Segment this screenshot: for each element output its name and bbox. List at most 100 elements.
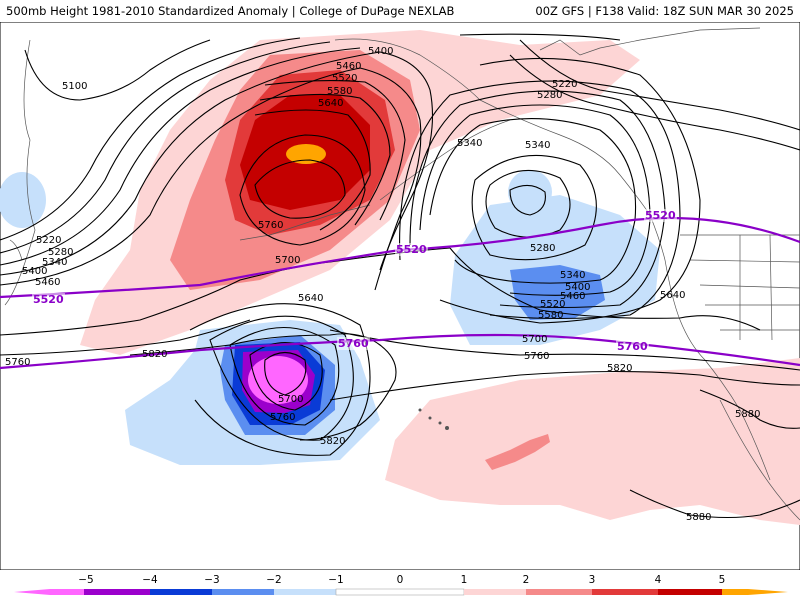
label-5280-e: 5280 [537, 90, 562, 101]
label-5700-ridge: 5700 [275, 255, 300, 266]
model-run-info: 00Z GFS | F138 Valid: 18Z SUN MAR 30 202… [535, 4, 794, 18]
label-backdrop [616, 340, 649, 353]
label-5580-s: 5580 [538, 310, 563, 321]
colorbar-segment-neg2 [212, 589, 274, 595]
anomaly-colorbar [14, 588, 788, 596]
contour-5700-ridge [239, 134, 366, 246]
contour-5760-ridge [254, 159, 346, 219]
label-5340-n2: 5340 [457, 138, 482, 149]
contour-ne-low-5280 [485, 169, 571, 238]
colorbar-tick-pos1: 1 [460, 574, 468, 586]
colorbar-segment-zero [335, 588, 465, 596]
label-5760-w: 5760 [5, 357, 30, 368]
label-5520-n: 5520 [332, 73, 357, 84]
contour-5820-east [329, 370, 800, 401]
label-5700-low: 5700 [278, 394, 303, 405]
label-5760-c: 5760 [524, 351, 549, 362]
label-5220-e: 5220 [552, 79, 577, 90]
anomaly-pos2-subtropics [485, 434, 550, 470]
colorbar-segment-pos5 [722, 589, 748, 595]
contour-5340 [0, 47, 361, 266]
label-backdrop [644, 209, 677, 222]
contour-central-low-3 [229, 327, 340, 426]
contour-5460-east [419, 104, 651, 296]
header-bar: 500mb Height 1981-2010 Standardized Anom… [0, 0, 800, 22]
purple-contour-5760 [0, 333, 800, 370]
contour-ne-low-5340 [471, 154, 597, 261]
colorbar-tick-pos4: 4 [654, 574, 662, 586]
contour-5760-long [0, 319, 251, 356]
contour-5460 [0, 67, 422, 291]
colorbar-segment-neg1 [274, 589, 336, 595]
label-5520-s: 5520 [540, 299, 565, 310]
colorbar-segment-pos3 [592, 589, 658, 595]
label-5460-n: 5460 [336, 61, 361, 72]
contour-5280 [0, 41, 331, 254]
contour-5580-east [399, 80, 681, 320]
coastline-mexico [719, 399, 800, 521]
label-5340-s: 5340 [560, 270, 585, 281]
colorbar-segment-neg5 [50, 589, 84, 595]
label-5400-s: 5400 [565, 282, 590, 293]
label-5460-w: 5460 [35, 277, 60, 288]
contour-5640-east [439, 57, 701, 324]
colorbar-tick-pos5: 5 [718, 574, 726, 586]
colorbar-arrow-right [748, 589, 788, 595]
contour-central-low-5 [189, 303, 371, 456]
colorbar-tick-neg4: −4 [142, 574, 158, 586]
contour-central-low-1 [264, 351, 307, 396]
label-5640-c: 5640 [298, 293, 323, 304]
contour-5700-east [449, 247, 761, 331]
coastline-alaska-south [379, 119, 511, 201]
contour-ne-low-inner [509, 184, 546, 216]
hawaiian-islands [418, 408, 449, 430]
label-5760-low: 5760 [270, 412, 295, 423]
contour-5700-long [0, 247, 451, 336]
label-5820-w: 5820 [142, 349, 167, 360]
purple-label-5760-e: 5760 [617, 340, 648, 353]
label-5460-s: 5460 [560, 291, 585, 302]
contour-central-low-4 [209, 315, 354, 441]
colorbar-tick-neg1: −1 [328, 574, 344, 586]
colorbar-tick-neg5: −5 [78, 574, 94, 586]
colorbar-segment-pos1 [464, 589, 526, 595]
coastline-canada-north [539, 27, 761, 56]
label-5400-w: 5400 [22, 266, 47, 277]
label-5340-c: 5340 [525, 140, 550, 151]
product-title: 500mb Height 1981-2010 Standardized Anom… [6, 4, 455, 18]
label-5700-c: 5700 [522, 334, 547, 345]
contour-5220 [0, 37, 301, 241]
colorbar-segment-pos2 [526, 589, 592, 595]
purple-label-5760-c: 5760 [338, 337, 369, 350]
contour-5760-east [329, 329, 800, 371]
colorbar-tick-neg3: −3 [204, 574, 220, 586]
contour-labels: 5100 5220 5280 5340 5400 5460 5400 5460 … [5, 46, 760, 523]
colorbar-arrow-left [14, 589, 50, 595]
height-contours [0, 33, 800, 519]
label-5880-a: 5880 [735, 409, 760, 420]
coastline-kamchatka [4, 39, 36, 306]
contour-5400-east [429, 118, 637, 284]
contour-5880-a [699, 389, 800, 429]
coastline-aleutians [239, 204, 371, 241]
label-5280-w: 5280 [48, 247, 73, 258]
contour-5520-east [409, 90, 666, 309]
contour-5220-north [519, 39, 800, 131]
height-anomaly-map: 5100 5220 5280 5340 5400 5460 5400 5460 … [0, 22, 800, 570]
contour-5280-north [509, 54, 800, 151]
colorbar-segment-pos4 [658, 589, 722, 595]
label-backdrop [337, 337, 370, 350]
purple-label-5520-w: 5520 [33, 293, 64, 306]
colorbar-tick-pos2: 2 [522, 574, 530, 586]
label-5400-n: 5400 [368, 46, 393, 57]
contour-5580 [259, 93, 391, 226]
contour-5520 [264, 79, 406, 221]
colorbar-tick-pos3: 3 [588, 574, 596, 586]
contour-5100 [24, 39, 211, 101]
anomaly-pos5-ridge [286, 144, 326, 164]
label-5580-n: 5580 [327, 86, 352, 97]
contour-5880-b [629, 489, 800, 519]
label-5220-w: 5220 [36, 235, 61, 246]
label-5760-ridge: 5760 [258, 220, 283, 231]
